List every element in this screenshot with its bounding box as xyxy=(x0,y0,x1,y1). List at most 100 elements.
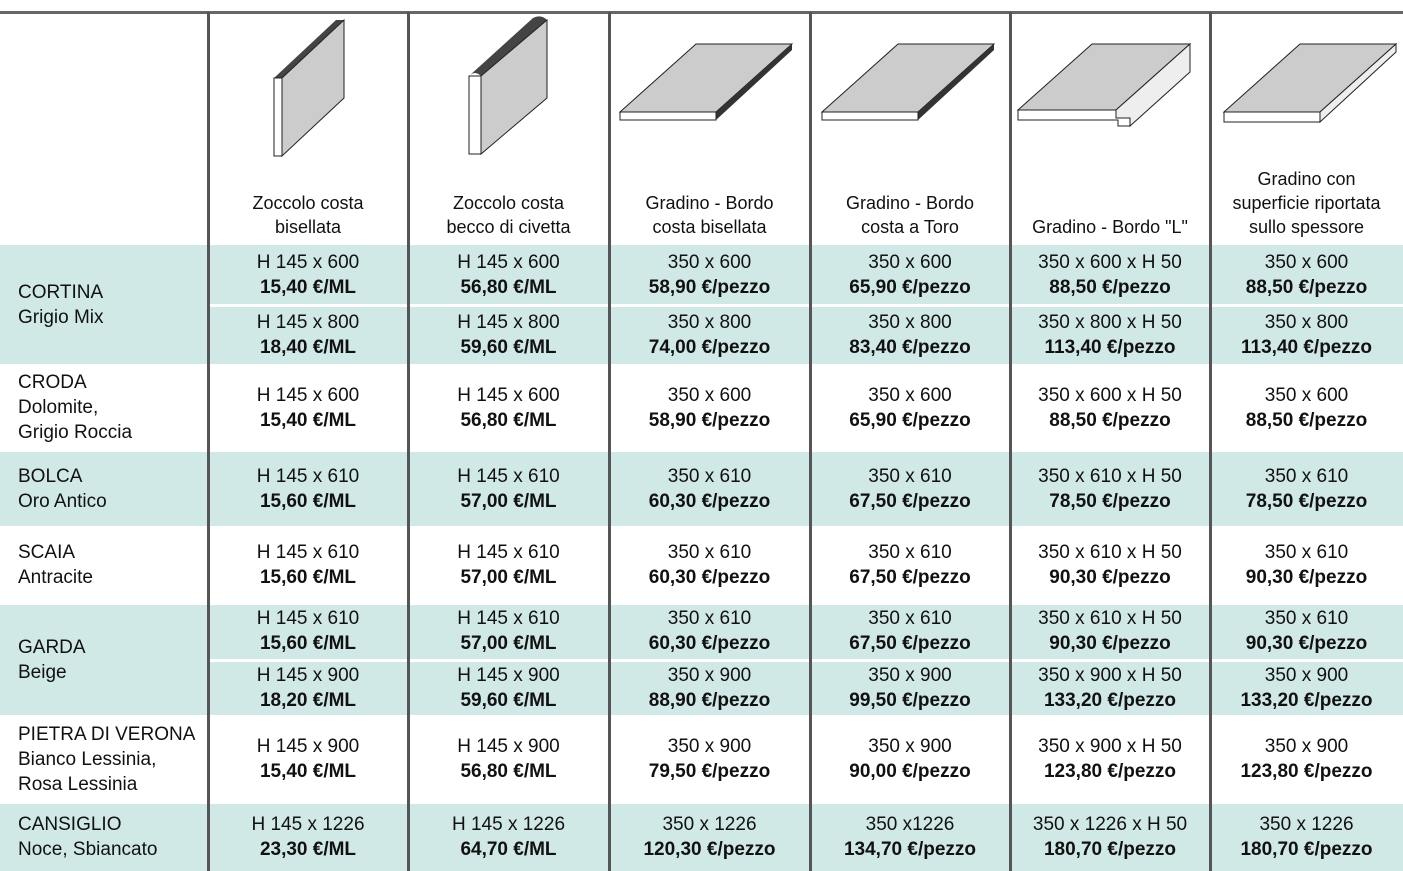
price: 90,30 €/pezzo xyxy=(1245,567,1368,588)
price: 57,00 €/ML xyxy=(460,567,557,588)
price-cell: 350 x 610 67,50 €/pezzo xyxy=(810,603,1010,660)
price: 88,50 €/pezzo xyxy=(1049,277,1171,298)
column-divider xyxy=(1009,12,1012,871)
dimension: 350 x 800 xyxy=(667,312,752,333)
price: 59,60 €/ML xyxy=(460,337,557,358)
price-cell: 350 x 900 x H 50 133,20 €/pezzo xyxy=(1010,660,1210,717)
dimension: H 145 x 600 xyxy=(256,384,360,406)
dimension: 350 x 610 xyxy=(667,608,752,630)
material-name: SCAIA Antracite xyxy=(0,527,208,603)
price-cell: H 145 x 600 15,40 €/ML xyxy=(208,245,408,305)
price-cell: 350 x 900 79,50 €/pezzo xyxy=(609,716,810,802)
dimension: 350 x 600 xyxy=(667,252,752,273)
dimension: 350 x 900 xyxy=(667,736,752,757)
price: 180,70 €/pezzo xyxy=(1240,838,1373,860)
price: 133,20 €/pezzo xyxy=(1240,689,1373,711)
dimension: 350 x 610 xyxy=(1264,542,1349,563)
price: 65,90 €/pezzo xyxy=(849,277,971,298)
price: 59,60 €/ML xyxy=(460,689,557,711)
price: 56,80 €/ML xyxy=(460,761,557,782)
dimension: H 145 x 600 xyxy=(256,252,360,273)
price: 88,50 €/pezzo xyxy=(1245,277,1368,298)
column-header: Gradino - Bordo costa bisellata xyxy=(609,14,810,245)
price-cell: H 145 x 610 57,00 €/ML xyxy=(408,527,609,603)
price: 113,40 €/pezzo xyxy=(1241,337,1372,358)
price-cell: 350 x 610 60,30 €/pezzo xyxy=(609,527,810,603)
price-cell: H 145 x 610 15,60 €/ML xyxy=(208,527,408,603)
price: 78,50 €/pezzo xyxy=(1245,490,1368,512)
icon-zoccolo-becco xyxy=(468,16,548,156)
price: 90,30 €/pezzo xyxy=(1049,633,1171,655)
name-line: Grigio Roccia xyxy=(18,422,133,443)
price-cell: 350 x 800 83,40 €/pezzo xyxy=(810,305,1010,365)
price-cell: H 145 x 600 56,80 €/ML xyxy=(408,245,609,305)
price-cell: H 145 x 610 15,60 €/ML xyxy=(208,603,408,660)
name-line: Beige xyxy=(18,661,67,683)
header-line: Zoccolo costa xyxy=(252,193,364,213)
material-name: CRODA Dolomite, Grigio Roccia xyxy=(0,365,208,450)
dimension: 350 x 900 xyxy=(868,736,952,757)
dimension: H 145 x 610 xyxy=(457,542,560,563)
group-divider xyxy=(0,364,1403,367)
price: 15,40 €/ML xyxy=(259,409,357,431)
header-line: Zoccolo costa xyxy=(452,193,565,213)
material-name: PIETRA DI VERONA Bianco Lessinia, Rosa Les… xyxy=(0,716,208,802)
price-cell: 350 x1226 134,70 €/pezzo xyxy=(810,802,1010,871)
header-line: Gradino - Bordo xyxy=(845,193,975,213)
dimension: 350 x 600 xyxy=(868,384,952,406)
price: 67,50 €/pezzo xyxy=(849,490,971,512)
price: 74,00 €/pezzo xyxy=(648,337,771,358)
dimension: 350 x 610 x H 50 xyxy=(1038,608,1182,630)
material-name: CANSIGLIO Noce, Sbiancato xyxy=(0,802,208,871)
price: 120,30 €/pezzo xyxy=(643,838,776,860)
column-header: Gradino con superficie riportata sullo spe… xyxy=(1210,14,1403,245)
name-line: BOLCA xyxy=(18,465,83,487)
price: 15,60 €/ML xyxy=(259,490,357,512)
header-line: costa bisellata xyxy=(652,217,767,237)
header-line: Gradino - Bordo xyxy=(645,193,774,213)
header-line: costa a Toro xyxy=(861,217,959,237)
dimension: 350 x 600 x H 50 xyxy=(1038,384,1182,406)
dimension: 350 x 900 xyxy=(667,664,752,686)
dimension: H 145 x 610 xyxy=(457,465,560,487)
price-cell: 350 x 900 88,90 €/pezzo xyxy=(609,660,810,717)
header-line: Gradino - Bordo "L" xyxy=(1032,217,1188,237)
column-divider xyxy=(809,12,812,871)
price: 15,60 €/ML xyxy=(259,633,357,655)
price-cell: 350 x 610 67,50 €/pezzo xyxy=(810,450,1010,527)
dimension: H 145 x 800 xyxy=(457,312,560,333)
price-cell: H 145 x 610 15,60 €/ML xyxy=(208,450,408,527)
price-cell: H 145 x 900 59,60 €/ML xyxy=(408,660,609,717)
price: 90,00 €/pezzo xyxy=(849,761,971,782)
group-divider xyxy=(0,801,1403,804)
price: 123,80 €/pezzo xyxy=(1043,761,1177,782)
price: 56,80 €/ML xyxy=(460,409,557,431)
dimension: 350 x 1226 xyxy=(1259,813,1354,835)
price: 15,40 €/ML xyxy=(259,277,357,298)
price-cell: 350 x 600 58,90 €/pezzo xyxy=(609,365,810,450)
price: 57,00 €/ML xyxy=(460,490,557,512)
price-cell: 350 x 1226 x H 50 180,70 €/pezzo xyxy=(1010,802,1210,871)
price: 78,50 €/pezzo xyxy=(1049,490,1171,512)
price: 60,30 €/pezzo xyxy=(648,567,771,588)
dimension: 350 x 610 xyxy=(1264,608,1349,630)
price-cell: 350 x 610 67,50 €/pezzo xyxy=(810,527,1010,603)
price: 18,40 €/ML xyxy=(259,337,357,358)
price-cell: H 145 x 1226 64,70 €/ML xyxy=(408,802,609,871)
dimension: H 145 x 900 xyxy=(256,664,360,686)
price-cell: 350 x 600 88,50 €/pezzo xyxy=(1210,245,1403,305)
dimension: 350 x 610 xyxy=(1264,465,1349,487)
price-cell: 350 x 900 x H 50 123,80 €/pezzo xyxy=(1010,716,1210,802)
dimension: H 145 x 610 xyxy=(256,465,360,487)
price: 64,70 €/ML xyxy=(460,838,557,860)
price: 99,50 €/pezzo xyxy=(849,689,971,711)
price-cell: 350 x 600 88,50 €/pezzo xyxy=(1210,365,1403,450)
price-cell: H 145 x 1226 23,30 €/ML xyxy=(208,802,408,871)
name-line: CRODA xyxy=(18,372,87,393)
price-cell: H 145 x 600 56,80 €/ML xyxy=(408,365,609,450)
price: 67,50 €/pezzo xyxy=(849,567,971,588)
price-cell: 350 x 610 60,30 €/pezzo xyxy=(609,603,810,660)
price: 56,80 €/ML xyxy=(460,277,557,298)
dimension: 350 x 610 xyxy=(667,465,752,487)
price: 65,90 €/pezzo xyxy=(849,409,971,431)
